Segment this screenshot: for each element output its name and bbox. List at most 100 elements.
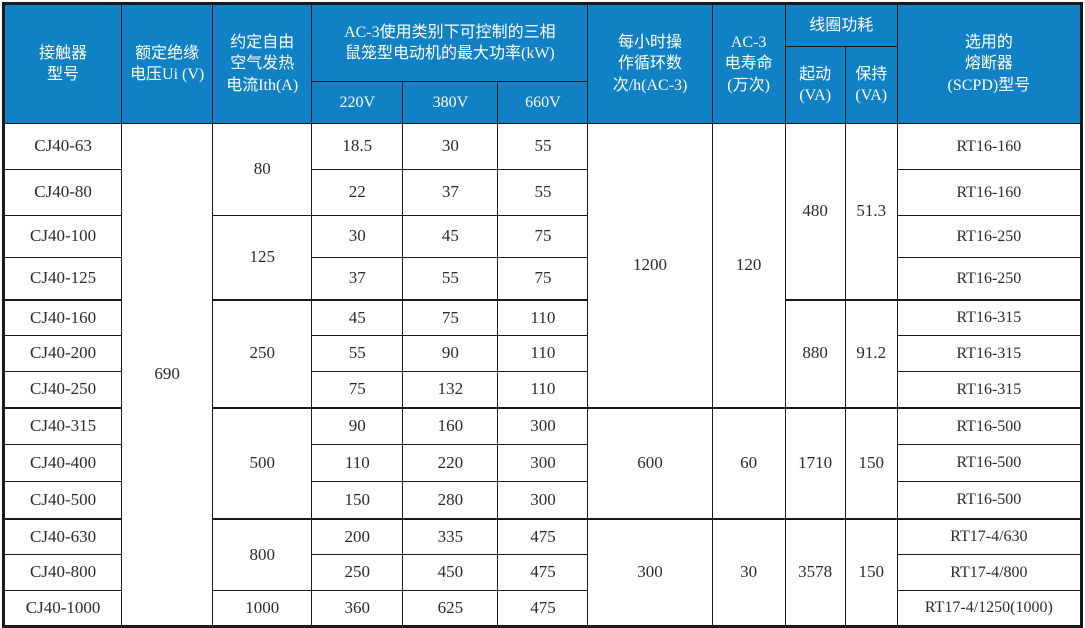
table-header: 接触器 型号 额定绝缘 电压Ui (V) 约定自由 空气发热 电流Ith(A) … <box>2 3 1083 124</box>
col-header-220v: 220V <box>311 81 404 124</box>
cell-power-220v: 55 <box>311 335 404 372</box>
table-body: CJ40-63 690 80 18.5 30 55 1200 120 480 51.3 RT16-1… <box>2 123 1083 627</box>
cell-fuse: RT16-500 <box>896 406 1083 445</box>
cell-power-660v: 110 <box>497 335 589 372</box>
cell-thermal-current: 250 <box>212 298 313 408</box>
cell-power-220v: 18.5 <box>311 123 404 170</box>
cell-coil-hold-va: 150 <box>844 406 898 519</box>
cell-model: CJ40-80 <box>2 169 123 216</box>
cell-fuse: RT16-160 <box>896 123 1083 170</box>
cell-power-660v: 55 <box>497 169 589 216</box>
cell-thermal-current: 1000 <box>212 590 313 627</box>
cell-fuse: RT16-250 <box>896 257 1083 300</box>
cell-power-380v: 625 <box>402 590 499 627</box>
cell-fuse: RT16-500 <box>896 481 1083 519</box>
cell-power-660v: 55 <box>497 123 589 170</box>
cell-electrical-life: 30 <box>711 517 786 627</box>
cell-power-660v: 300 <box>497 481 589 519</box>
cell-power-660v: 75 <box>497 257 589 300</box>
header-row-1: 接触器 型号 额定绝缘 电压Ui (V) 约定自由 空气发热 电流Ith(A) … <box>2 3 1083 124</box>
cell-power-660v: 110 <box>497 371 589 408</box>
cell-coil-start-va: 480 <box>784 123 846 300</box>
table-row: CJ40-315 500 90 160 300 600 60 1710 150 RT16-500 <box>2 406 1083 519</box>
col-header-model: 接触器 型号 <box>2 3 123 124</box>
col-header-380v: 380V <box>402 81 499 124</box>
table-row: CJ40-250 75 132 110 RT16-315 <box>2 371 1083 408</box>
col-header-coil-power-group: 线圈功耗 <box>784 3 898 47</box>
cell-power-660v: 475 <box>497 554 589 591</box>
cell-model: CJ40-400 <box>2 444 123 482</box>
col-header-fuse: 选用的 熔断器 (SCPD)型号 <box>896 3 1083 124</box>
cell-fuse: RT16-250 <box>896 215 1083 258</box>
cell-power-380v: 45 <box>402 215 499 258</box>
table-row: CJ40-800 250 450 475 RT17-4/800 <box>2 554 1083 591</box>
cell-power-220v: 90 <box>311 406 404 445</box>
col-header-rated-insulation-voltage: 额定绝缘 电压Ui (V) <box>121 3 214 124</box>
cell-power-380v: 220 <box>402 444 499 482</box>
cell-power-220v: 110 <box>311 444 404 482</box>
cell-power-380v: 90 <box>402 335 499 372</box>
cell-power-220v: 22 <box>311 169 404 216</box>
cell-fuse: RT17-4/800 <box>896 554 1083 591</box>
cell-power-220v: 150 <box>311 481 404 519</box>
table-row: CJ40-500 150 280 300 RT16-500 <box>2 481 1083 519</box>
table-row: CJ40-80 22 37 55 RT16-160 <box>2 169 1083 216</box>
cell-electrical-life: 60 <box>711 406 786 519</box>
cell-coil-hold-va: 51.3 <box>844 123 898 300</box>
cell-fuse: RT17-4/1250(1000) <box>896 590 1083 627</box>
cell-fuse: RT16-315 <box>896 335 1083 372</box>
cell-power-380v: 132 <box>402 371 499 408</box>
cell-power-380v: 55 <box>402 257 499 300</box>
cell-ops-per-hour: 1200 <box>587 123 713 408</box>
col-header-coil-start: 起动 (VA) <box>784 46 846 124</box>
cell-thermal-current: 500 <box>212 406 313 519</box>
table-row: CJ40-63 690 80 18.5 30 55 1200 120 480 51.3 RT16-1… <box>2 123 1083 627</box>
cell-model: CJ40-100 <box>2 215 123 258</box>
cell-fuse: RT16-315 <box>896 371 1083 408</box>
cell-power-660v: 475 <box>497 590 589 627</box>
cell-power-380v: 160 <box>402 406 499 445</box>
cell-power-380v: 280 <box>402 481 499 519</box>
cell-power-380v: 75 <box>402 298 499 336</box>
cell-model: CJ40-500 <box>2 481 123 519</box>
table-row: CJ40-200 55 90 110 RT16-315 <box>2 335 1083 372</box>
cell-power-220v: 30 <box>311 215 404 258</box>
cell-thermal-current: 80 <box>212 123 313 216</box>
table-row: CJ40-400 110 220 300 RT16-500 <box>2 444 1083 482</box>
cell-power-220v: 37 <box>311 257 404 300</box>
cell-power-660v: 475 <box>497 517 589 555</box>
col-header-thermal-current: 约定自由 空气发热 电流Ith(A) <box>212 3 313 124</box>
cell-power-220v: 250 <box>311 554 404 591</box>
cell-coil-start-va: 3578 <box>784 517 846 627</box>
cell-fuse: RT16-315 <box>896 298 1083 336</box>
cell-model: CJ40-800 <box>2 554 123 591</box>
cell-rated-voltage: 690 <box>121 123 214 627</box>
cell-electrical-life: 120 <box>711 123 786 408</box>
cell-model: CJ40-250 <box>2 371 123 408</box>
cell-thermal-current: 125 <box>212 215 313 300</box>
table-row: CJ40-125 37 55 75 RT16-250 <box>2 257 1083 300</box>
cell-model: CJ40-1000 <box>2 590 123 627</box>
cell-ops-per-hour: 300 <box>587 517 713 627</box>
cell-power-220v: 360 <box>311 590 404 627</box>
cell-fuse: RT16-160 <box>896 169 1083 216</box>
cell-power-660v: 75 <box>497 215 589 258</box>
cell-power-220v: 45 <box>311 298 404 336</box>
col-header-coil-hold: 保持 (VA) <box>844 46 898 124</box>
cell-coil-start-va: 880 <box>784 298 846 408</box>
cell-coil-start-va: 1710 <box>784 406 846 519</box>
cell-power-220v: 200 <box>311 517 404 555</box>
cell-fuse: RT17-4/630 <box>896 517 1083 555</box>
col-header-operating-cycles: 每小时操 作循环数 次/h(AC-3) <box>587 3 713 124</box>
cell-power-380v: 37 <box>402 169 499 216</box>
cell-power-660v: 300 <box>497 406 589 445</box>
cell-ops-per-hour: 600 <box>587 406 713 519</box>
cell-model: CJ40-630 <box>2 517 123 555</box>
cell-power-660v: 300 <box>497 444 589 482</box>
col-header-660v: 660V <box>497 81 589 124</box>
cell-power-380v: 335 <box>402 517 499 555</box>
cell-thermal-current: 800 <box>212 517 313 591</box>
cell-power-380v: 30 <box>402 123 499 170</box>
cell-model: CJ40-63 <box>2 123 123 170</box>
